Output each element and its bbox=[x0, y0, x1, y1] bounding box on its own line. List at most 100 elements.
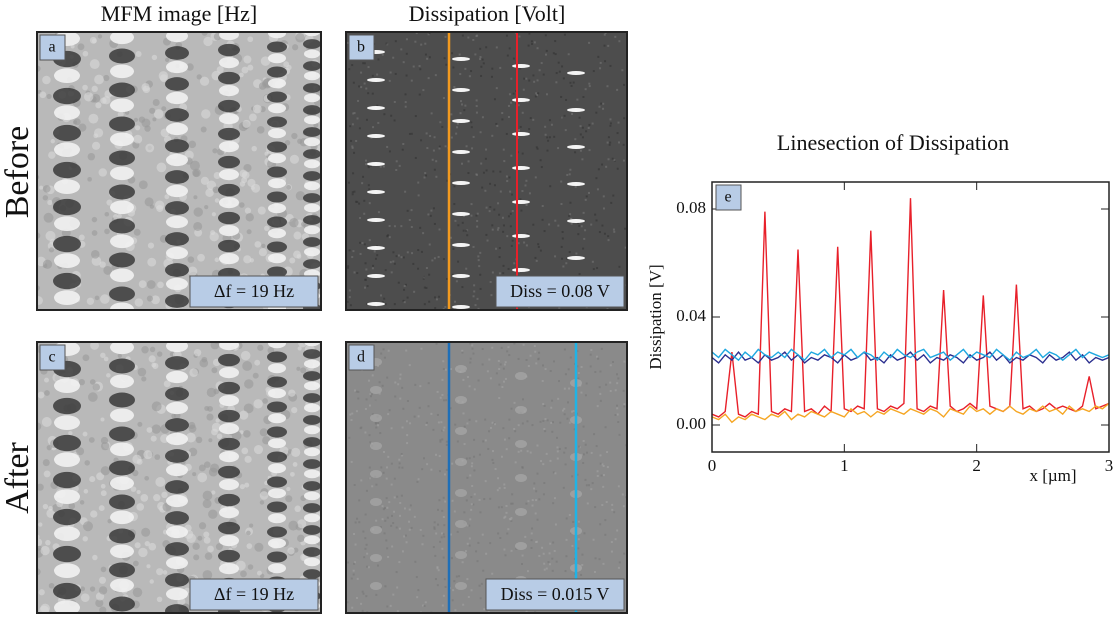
noise bbox=[444, 145, 447, 148]
noise bbox=[486, 370, 489, 373]
domain-light bbox=[304, 381, 320, 391]
noise bbox=[538, 69, 541, 72]
noise bbox=[451, 52, 454, 55]
noise bbox=[433, 527, 436, 530]
noise bbox=[462, 215, 465, 218]
noise bbox=[582, 462, 585, 465]
noise bbox=[542, 73, 545, 76]
noise bbox=[380, 466, 383, 469]
noise bbox=[352, 172, 355, 175]
noise bbox=[453, 203, 456, 206]
noise bbox=[623, 83, 626, 86]
noise bbox=[554, 472, 557, 475]
speckle bbox=[78, 378, 85, 386]
noise bbox=[442, 556, 445, 559]
noise bbox=[582, 439, 585, 442]
noise bbox=[552, 502, 555, 505]
noise bbox=[351, 146, 354, 149]
noise bbox=[552, 52, 555, 55]
noise bbox=[487, 610, 490, 613]
speckle bbox=[289, 257, 296, 264]
noise bbox=[480, 74, 483, 77]
noise bbox=[401, 454, 404, 457]
dissipation-spot bbox=[567, 145, 585, 149]
noise bbox=[402, 142, 405, 145]
domain-dark bbox=[267, 266, 287, 278]
domain-light bbox=[166, 184, 188, 198]
noise bbox=[347, 561, 350, 564]
domain-light bbox=[166, 342, 188, 353]
noise bbox=[406, 209, 409, 212]
noise bbox=[506, 235, 509, 238]
noise bbox=[413, 515, 416, 518]
noise bbox=[579, 125, 582, 128]
speckle bbox=[141, 376, 147, 382]
domain-dark bbox=[303, 215, 321, 225]
noise bbox=[475, 99, 478, 102]
noise bbox=[399, 501, 402, 504]
noise bbox=[497, 506, 500, 509]
noise bbox=[510, 520, 513, 523]
domain-dark bbox=[267, 191, 287, 203]
noise bbox=[372, 264, 375, 267]
domain-dark bbox=[109, 358, 135, 374]
domain-light bbox=[54, 489, 80, 505]
noise bbox=[385, 466, 388, 469]
speckle bbox=[259, 428, 268, 437]
domain-light bbox=[268, 178, 286, 189]
noise bbox=[491, 346, 494, 349]
speckle bbox=[253, 399, 263, 409]
noise bbox=[577, 538, 580, 541]
noise bbox=[575, 252, 578, 255]
noise bbox=[414, 40, 417, 43]
noise bbox=[501, 386, 504, 389]
noise bbox=[509, 518, 512, 521]
noise bbox=[526, 420, 529, 423]
noise bbox=[422, 277, 425, 280]
noise bbox=[419, 528, 422, 531]
noise bbox=[542, 419, 545, 422]
dissipation-spot bbox=[367, 246, 385, 250]
noise bbox=[431, 259, 434, 262]
noise bbox=[393, 225, 396, 228]
noise bbox=[480, 162, 483, 165]
noise bbox=[394, 40, 397, 43]
noise bbox=[403, 288, 406, 291]
noise bbox=[501, 118, 504, 121]
noise bbox=[511, 239, 514, 242]
noise bbox=[444, 305, 447, 308]
noise bbox=[402, 61, 405, 64]
noise bbox=[530, 40, 533, 43]
noise bbox=[506, 350, 509, 353]
noise bbox=[469, 342, 472, 345]
noise bbox=[588, 123, 591, 126]
annotation-box bbox=[485, 578, 625, 611]
noise bbox=[471, 344, 474, 347]
domain-light bbox=[268, 463, 286, 474]
noise bbox=[602, 474, 605, 477]
noise bbox=[388, 79, 391, 82]
domain-light bbox=[304, 557, 320, 567]
dissipation-spot bbox=[515, 474, 527, 482]
noise bbox=[577, 520, 580, 523]
noise bbox=[510, 77, 513, 80]
noise bbox=[374, 421, 377, 424]
noise bbox=[538, 351, 541, 354]
noise bbox=[367, 66, 370, 69]
noise bbox=[503, 438, 506, 441]
dissipation-spot bbox=[512, 98, 530, 102]
noise bbox=[463, 443, 466, 446]
noise bbox=[570, 217, 573, 220]
noise bbox=[506, 54, 509, 57]
noise bbox=[395, 526, 398, 529]
noise bbox=[562, 265, 565, 268]
noise bbox=[414, 156, 417, 159]
speckle bbox=[78, 234, 85, 241]
noise bbox=[356, 272, 359, 275]
noise bbox=[574, 185, 577, 188]
speckle bbox=[193, 221, 203, 231]
noise bbox=[445, 399, 448, 402]
noise bbox=[406, 251, 409, 254]
noise bbox=[353, 561, 356, 564]
noise bbox=[495, 372, 498, 375]
